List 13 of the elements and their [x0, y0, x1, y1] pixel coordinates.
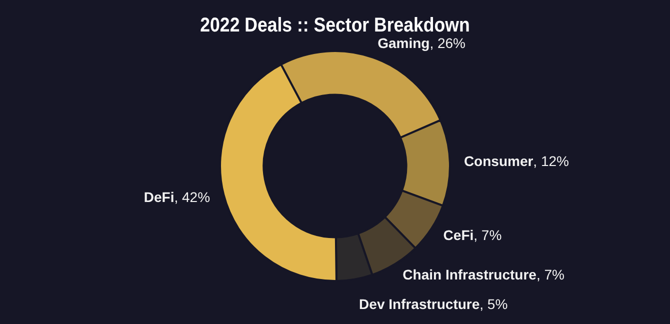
slice-label: CeFi — [443, 226, 474, 243]
data-label: , 42% — [174, 188, 210, 205]
slice-label: DeFi — [144, 188, 174, 205]
slice-label: Gaming — [378, 35, 430, 52]
data-label: , 26% — [430, 35, 466, 52]
slice-label: Dev Infrastructure — [359, 296, 480, 312]
data-label: , 7% — [474, 226, 502, 243]
data-label: , 5% — [480, 296, 508, 312]
data-label: , 12% — [533, 153, 569, 170]
data-label: , 7% — [536, 266, 564, 283]
slice-label: Chain Infrastructure — [402, 266, 537, 283]
slice-label: Consumer — [464, 153, 534, 170]
chart-title: 2022 Deals :: Sector Breakdown — [200, 14, 470, 37]
